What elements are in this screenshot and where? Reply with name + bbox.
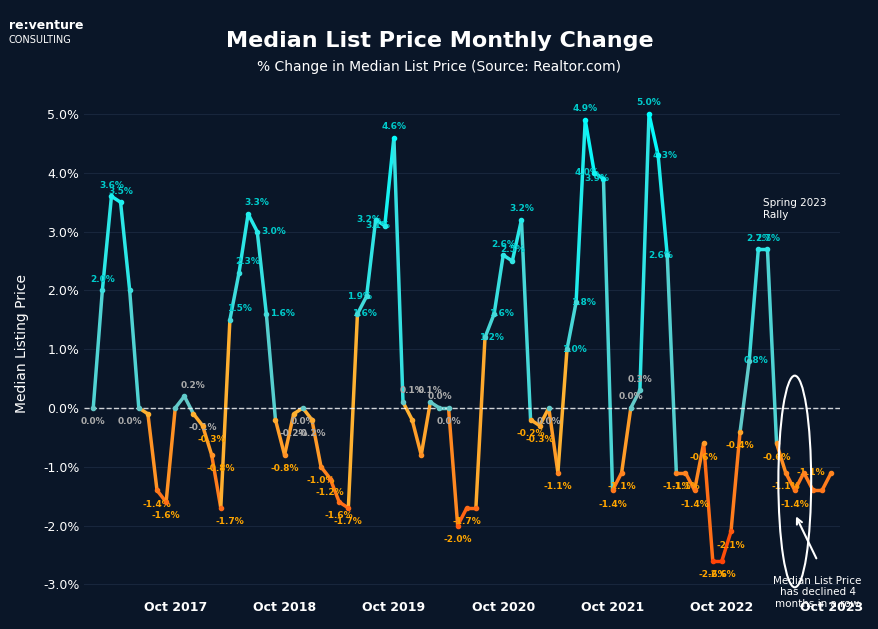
Text: 4.3%: 4.3% <box>651 151 677 160</box>
Text: 2.5%: 2.5% <box>500 245 524 254</box>
Text: -0.6%: -0.6% <box>761 453 790 462</box>
Text: -0.1%: -0.1% <box>188 423 217 432</box>
Text: % Change in Median List Price (Source: Realtor.com): % Change in Median List Price (Source: R… <box>257 60 621 74</box>
Text: 1.6%: 1.6% <box>351 309 377 318</box>
Text: 5.0%: 5.0% <box>636 98 660 108</box>
Text: -2.1%: -2.1% <box>716 541 745 550</box>
Text: 1.8%: 1.8% <box>570 298 594 307</box>
Text: 1.2%: 1.2% <box>479 333 504 342</box>
Text: -1.1%: -1.1% <box>543 482 572 491</box>
Text: 2.0%: 2.0% <box>90 275 115 284</box>
Text: -0.3%: -0.3% <box>525 435 553 444</box>
Text: 3.3%: 3.3% <box>244 198 270 208</box>
Text: -1.7%: -1.7% <box>334 517 363 526</box>
Text: 0.0%: 0.0% <box>536 418 560 426</box>
Text: 2.6%: 2.6% <box>490 240 515 248</box>
Text: 3.2%: 3.2% <box>356 215 381 225</box>
Text: 4.9%: 4.9% <box>572 104 597 113</box>
Y-axis label: Median Listing Price: Median Listing Price <box>15 274 29 413</box>
Text: -0.2%: -0.2% <box>298 429 326 438</box>
Text: -1.6%: -1.6% <box>152 511 180 520</box>
Text: 0.0%: 0.0% <box>81 418 105 426</box>
Text: -0.8%: -0.8% <box>270 464 299 474</box>
Text: CONSULTING: CONSULTING <box>9 35 71 45</box>
Text: -1.1%: -1.1% <box>771 482 799 491</box>
Text: 1.6%: 1.6% <box>488 309 513 318</box>
Text: -0.2%: -0.2% <box>515 429 544 438</box>
Text: -0.3%: -0.3% <box>198 435 226 444</box>
Text: -1.0%: -1.0% <box>306 476 335 485</box>
Text: -1.4%: -1.4% <box>780 499 809 509</box>
Text: -1.4%: -1.4% <box>680 499 709 509</box>
Text: 3.2%: 3.2% <box>508 204 533 213</box>
Text: 3.6%: 3.6% <box>99 181 124 190</box>
Text: -1.7%: -1.7% <box>215 517 244 526</box>
Text: -1.7%: -1.7% <box>452 517 480 526</box>
Text: -0.6%: -0.6% <box>688 453 717 462</box>
Text: -0.2%: -0.2% <box>279 429 307 438</box>
Text: 2.3%: 2.3% <box>235 257 260 266</box>
Text: -1.6%: -1.6% <box>325 511 353 520</box>
Text: -1.4%: -1.4% <box>142 499 171 509</box>
Text: 1.5%: 1.5% <box>227 304 251 313</box>
Text: 0.0%: 0.0% <box>290 418 314 426</box>
Text: 0.3%: 0.3% <box>627 375 651 384</box>
Text: 0.0%: 0.0% <box>118 418 142 426</box>
Text: -1.1%: -1.1% <box>795 468 824 477</box>
Text: 1.9%: 1.9% <box>347 292 371 301</box>
Text: 1.6%: 1.6% <box>270 309 294 318</box>
Text: -1.1%: -1.1% <box>661 482 690 491</box>
Text: -2.0%: -2.0% <box>443 535 471 544</box>
Text: 3.5%: 3.5% <box>108 187 133 196</box>
Text: -0.4%: -0.4% <box>725 441 753 450</box>
Text: -1.1%: -1.1% <box>607 482 636 491</box>
Text: -1.1%: -1.1% <box>671 482 699 491</box>
Text: -1.2%: -1.2% <box>315 488 344 497</box>
Text: -0.8%: -0.8% <box>206 464 234 474</box>
Text: Spring 2023
Rally: Spring 2023 Rally <box>762 198 825 220</box>
Text: 0.0%: 0.0% <box>435 418 460 426</box>
Text: 0.1%: 0.1% <box>418 386 443 396</box>
Text: 0.2%: 0.2% <box>181 381 205 389</box>
Text: 0.1%: 0.1% <box>399 386 424 396</box>
Text: -2.6%: -2.6% <box>698 571 726 579</box>
Text: 1.0%: 1.0% <box>561 345 586 353</box>
Text: 4.6%: 4.6% <box>381 122 406 131</box>
Text: 2.7%: 2.7% <box>754 233 779 243</box>
Text: 0.0%: 0.0% <box>618 392 643 401</box>
Text: 2.6%: 2.6% <box>647 250 672 260</box>
Text: 3.1%: 3.1% <box>365 221 390 230</box>
Text: 0.0%: 0.0% <box>427 392 451 401</box>
Text: 4.0%: 4.0% <box>574 169 599 177</box>
Text: re:venture: re:venture <box>9 19 83 32</box>
Text: -1.4%: -1.4% <box>598 499 626 509</box>
Text: 3.9%: 3.9% <box>583 174 608 183</box>
Text: 2.7%: 2.7% <box>745 233 770 243</box>
Text: 0.8%: 0.8% <box>743 357 767 365</box>
Text: Median List Price Monthly Change: Median List Price Monthly Change <box>226 31 652 52</box>
Text: -2.6%: -2.6% <box>707 571 736 579</box>
Text: 3.0%: 3.0% <box>261 227 285 236</box>
Text: Median List Price
has declined 4
months in a row: Median List Price has declined 4 months … <box>773 576 860 609</box>
